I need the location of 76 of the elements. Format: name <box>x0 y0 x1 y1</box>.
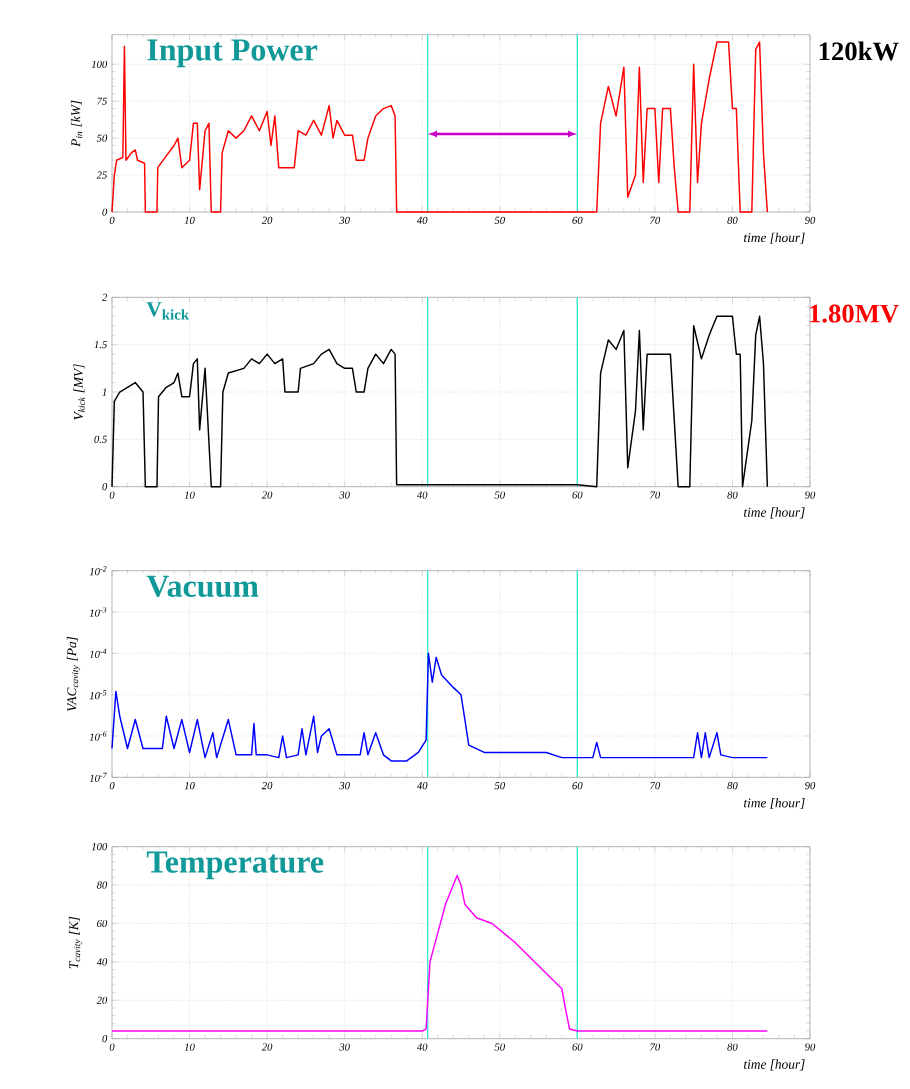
x-tick-label: 20 <box>261 782 273 790</box>
x-tick-label: 10 <box>184 1043 195 1051</box>
y-tick-label: 0 <box>102 483 108 491</box>
x-tick-label: 10 <box>184 782 195 790</box>
x-tick-label: 80 <box>727 782 738 790</box>
chart-title: Input Power <box>147 39 318 68</box>
x-tick-label: 20 <box>261 216 273 224</box>
x-tick-label: 30 <box>339 782 350 790</box>
y-tick-label: 10$^{-7}$ <box>89 772 107 782</box>
x-tick-label: 20 <box>261 491 273 499</box>
y-axis-title: P$_{in}$ [kW] <box>70 100 83 147</box>
x-tick-label: 70 <box>650 782 661 790</box>
y-tick-label: 10$^{-3}$ <box>89 607 107 617</box>
y-tick-label: 100 <box>91 60 108 68</box>
y-axis-title: T$_{cavity}$ [K] <box>68 916 83 969</box>
x-tick-label: 40 <box>416 491 428 499</box>
x-tick-label: 0 <box>109 491 115 499</box>
x-axis-title: time [hour] <box>744 1059 805 1071</box>
x-tick-label: 10 <box>184 216 195 224</box>
y-tick-label: 0.5 <box>94 435 107 443</box>
y-tick-label: 60 <box>97 919 108 928</box>
x-tick-label: 90 <box>804 216 816 224</box>
y-tick-label: 100 <box>91 843 108 851</box>
y-tick-label: 1.5 <box>94 341 107 349</box>
x-tick-label: 40 <box>416 782 428 790</box>
x-tick-label: 0 <box>109 1043 115 1051</box>
y-tick-label: 0 <box>102 1035 108 1043</box>
x-tick-label: 50 <box>494 1043 505 1051</box>
chart-title: Temperature <box>146 851 324 880</box>
x-tick-label: 70 <box>650 216 661 224</box>
x-tick-label: 90 <box>804 491 816 499</box>
x-tick-label: 40 <box>416 216 428 224</box>
y-tick-label: 80 <box>96 881 108 889</box>
x-tick-label: 80 <box>727 491 738 499</box>
x-tick-label: 30 <box>339 491 350 499</box>
y-axis-title: V$_{kick}$ [MV] <box>73 364 85 420</box>
x-tick-label: 90 <box>804 782 816 790</box>
x-tick-label: 50 <box>494 216 505 224</box>
x-tick-label: 90 <box>804 1043 816 1051</box>
y-tick-label: 25 <box>96 171 107 179</box>
y-tick-label: 10$^{-4}$ <box>89 648 107 658</box>
y-tick-label: 75 <box>97 97 107 105</box>
x-tick-label: 50 <box>494 782 505 790</box>
y-tick-label: 2 <box>101 293 108 301</box>
y-tick-label: 1 <box>102 388 107 396</box>
x-axis-title: time [hour] <box>744 507 805 519</box>
chart-title: Vacuum <box>146 575 259 598</box>
x-tick-label: 80 <box>727 216 738 224</box>
y-tick-label: 10$^{-6}$ <box>89 731 107 741</box>
x-tick-label: 30 <box>339 1043 350 1051</box>
y-tick-label: 10$^{-5}$ <box>89 690 107 700</box>
x-tick-label: 10 <box>184 491 195 499</box>
text: 1.80MV <box>810 304 899 323</box>
x-tick-label: 70 <box>650 491 661 499</box>
text: 120kW <box>819 41 899 61</box>
y-axis-title: VAC$_{cavity}$ [Pa] <box>66 636 81 712</box>
x-tick-label: 70 <box>650 1043 661 1051</box>
y-tick-label: 20 <box>96 996 108 1004</box>
x-tick-label: 30 <box>339 216 350 224</box>
x-tick-label: 60 <box>572 491 583 499</box>
x-tick-label: 60 <box>572 216 583 224</box>
x-tick-label: 80 <box>727 1043 738 1051</box>
x-tick-label: 0 <box>109 782 115 790</box>
y-tick-label: 10$^{-2}$ <box>89 566 107 576</box>
y-tick-label: 40 <box>96 958 108 966</box>
x-tick-label: 0 <box>109 216 115 224</box>
x-tick-label: 20 <box>261 1043 273 1051</box>
x-tick-label: 60 <box>572 782 583 790</box>
x-tick-label: 60 <box>572 1043 583 1051</box>
y-tick-label: 50 <box>96 134 108 142</box>
x-tick-label: 40 <box>416 1043 428 1051</box>
x-axis-title: time [hour] <box>744 798 805 810</box>
x-tick-label: 50 <box>494 491 505 499</box>
y-tick-label: 0 <box>102 208 108 216</box>
x-axis-title: time [hour] <box>744 232 805 244</box>
chart-title: V$_{kick}$ <box>146 302 190 320</box>
